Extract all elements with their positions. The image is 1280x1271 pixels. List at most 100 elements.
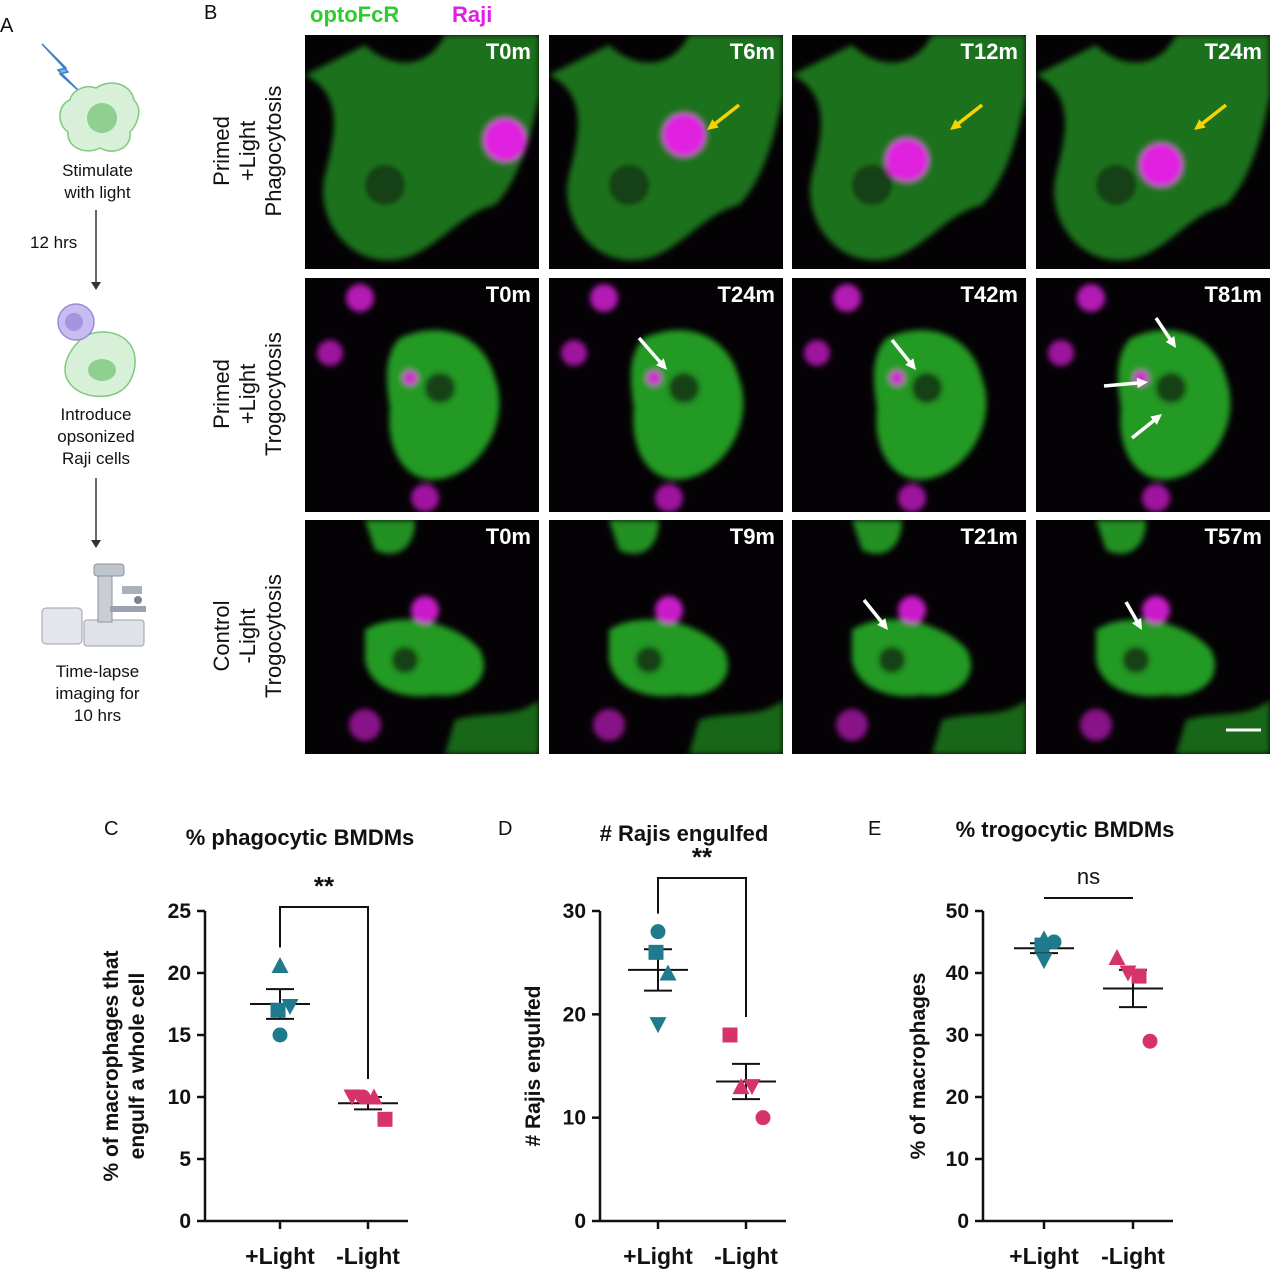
data-point bbox=[1142, 1033, 1158, 1049]
micrograph-image: T12m bbox=[792, 35, 1026, 269]
x-tick-label: +Light bbox=[245, 1243, 315, 1269]
microscope-icon bbox=[41, 563, 146, 647]
y-tick-label: 0 bbox=[179, 1210, 191, 1233]
y-tick-label: 0 bbox=[574, 1210, 586, 1233]
micrograph-drawing bbox=[836, 520, 1026, 754]
pointer-arrowhead-icon bbox=[1136, 377, 1148, 389]
timepoint-label: T0m bbox=[485, 39, 531, 64]
row-label-trogocytosis-primed: Primed +Light Trogocytosis bbox=[209, 274, 287, 514]
data-point bbox=[650, 924, 666, 940]
y-tick-label: 10 bbox=[946, 1148, 969, 1171]
data-point bbox=[648, 944, 664, 960]
x-tick-label: +Light bbox=[1009, 1243, 1079, 1269]
micrograph-drawing bbox=[804, 284, 987, 512]
timepoint-label: T81m bbox=[1204, 282, 1262, 307]
step-introduce-line-2: opsonized bbox=[57, 427, 135, 446]
x-tick-label: +Light bbox=[623, 1243, 693, 1269]
panel-letter-d: D bbox=[498, 818, 513, 840]
micrograph-drawing bbox=[792, 35, 1026, 261]
x-tick-label: -Light bbox=[1101, 1243, 1165, 1269]
raji-introduction-icon bbox=[57, 303, 136, 398]
y-tick-label: 0 bbox=[957, 1210, 969, 1233]
pointer-arrow-icon bbox=[637, 336, 664, 366]
micrograph-image: T9m bbox=[549, 520, 783, 754]
timepoint-label: T6m bbox=[729, 39, 775, 64]
timepoint-label: T0m bbox=[485, 524, 531, 549]
pointer-arrow-icon bbox=[1154, 317, 1174, 343]
y-axis-label-line: engulf a whole cell bbox=[126, 973, 149, 1160]
micrograph-image: T57m bbox=[1036, 520, 1270, 754]
y-axis-label-line: % of macrophages that bbox=[100, 950, 123, 1181]
panel-letter-e: E bbox=[868, 818, 882, 840]
chart-title: # Rajis engulfed bbox=[600, 821, 769, 846]
micrograph-image: T0m bbox=[305, 35, 539, 269]
data-point bbox=[649, 1017, 667, 1034]
data-point bbox=[722, 1027, 738, 1043]
step-introduce-line-3: Raji cells bbox=[61, 449, 131, 468]
y-tick-label: 20 bbox=[946, 1086, 969, 1109]
data-point bbox=[365, 1088, 383, 1105]
panel-letter-a: A bbox=[0, 15, 14, 37]
pointer-arrow-icon bbox=[955, 103, 984, 127]
micrograph-drawing bbox=[317, 284, 500, 512]
data-point bbox=[343, 1089, 361, 1106]
data-point bbox=[1131, 968, 1147, 984]
timepoint-label: T24m bbox=[717, 282, 775, 307]
pointer-arrow-icon bbox=[1124, 601, 1140, 624]
step-imaging-line-1: Time-lapse bbox=[55, 662, 140, 681]
legend-optofcr: optoFcR bbox=[310, 2, 400, 27]
micrograph-image: T42m bbox=[792, 278, 1026, 512]
data-point bbox=[271, 957, 289, 974]
legend-raji: Raji bbox=[452, 2, 493, 27]
step-introduce-line-1: Introduce bbox=[60, 405, 132, 424]
chart-title: % trogocytic BMDMs bbox=[956, 817, 1175, 842]
y-tick-label: 20 bbox=[168, 962, 191, 985]
pointer-arrowhead-icon bbox=[1165, 336, 1176, 348]
significance-bracket bbox=[279, 906, 369, 1079]
micrograph-image: T6m bbox=[549, 35, 783, 269]
y-tick-label: 10 bbox=[563, 1107, 586, 1130]
data-point bbox=[355, 1089, 371, 1105]
pointer-arrowhead-icon bbox=[655, 358, 667, 370]
pointer-arrowhead-icon bbox=[1194, 119, 1206, 130]
charts-area: % phagocytic BMDMs % of macrophages that e… bbox=[100, 817, 1175, 1269]
x-tick-label: -Light bbox=[714, 1243, 778, 1269]
y-tick-label: 30 bbox=[946, 1024, 969, 1047]
step-stimulate-line-2: with light bbox=[64, 183, 131, 202]
y-tick-label: 5 bbox=[179, 1148, 191, 1171]
row-label-line: Trogocytosis bbox=[261, 332, 286, 456]
panel-letter-b: B bbox=[204, 2, 218, 24]
data-point bbox=[1034, 937, 1050, 953]
step-imaging-label: Time-lapse imaging for 10 hrs bbox=[30, 661, 165, 727]
timepoint-label: T42m bbox=[960, 282, 1018, 307]
micrograph-image: T81m bbox=[1036, 278, 1270, 512]
significance-label: ** bbox=[314, 871, 335, 901]
y-axis-label: # Rajis engulfed bbox=[522, 985, 545, 1146]
pointer-arrow-icon bbox=[1130, 417, 1157, 440]
light-stimulation-icon bbox=[41, 43, 140, 152]
micrograph-drawing bbox=[349, 520, 539, 754]
micrograph-drawing bbox=[561, 284, 744, 512]
micrograph-image: T24m bbox=[549, 278, 783, 512]
panel-letter-c: C bbox=[104, 818, 119, 840]
y-axis-label: % of macrophages bbox=[907, 973, 930, 1160]
pointer-arrowhead-icon bbox=[707, 119, 719, 130]
significance-bracket bbox=[657, 877, 747, 1017]
y-tick-label: 20 bbox=[563, 1003, 586, 1026]
timepoint-label: T57m bbox=[1204, 524, 1262, 549]
chart-title: % phagocytic BMDMs bbox=[186, 825, 415, 850]
pointer-arrowhead-icon bbox=[905, 358, 916, 370]
y-tick-label: 50 bbox=[946, 900, 969, 923]
pointer-arrow-icon bbox=[862, 598, 885, 625]
arrow-down-icon bbox=[91, 478, 101, 548]
data-point bbox=[1035, 953, 1053, 970]
row-label-line: Primed bbox=[209, 116, 234, 186]
micrograph-image: T0m bbox=[305, 278, 539, 512]
data-point bbox=[377, 1111, 393, 1127]
row-label-line: -Light bbox=[235, 608, 260, 664]
step-stimulate-label: Stimulate with light bbox=[30, 160, 165, 204]
micrograph-drawing bbox=[305, 35, 539, 261]
timepoint-label: T24m bbox=[1204, 39, 1262, 64]
data-point bbox=[270, 1002, 286, 1018]
row-label-line: Phagocytosis bbox=[261, 85, 286, 217]
